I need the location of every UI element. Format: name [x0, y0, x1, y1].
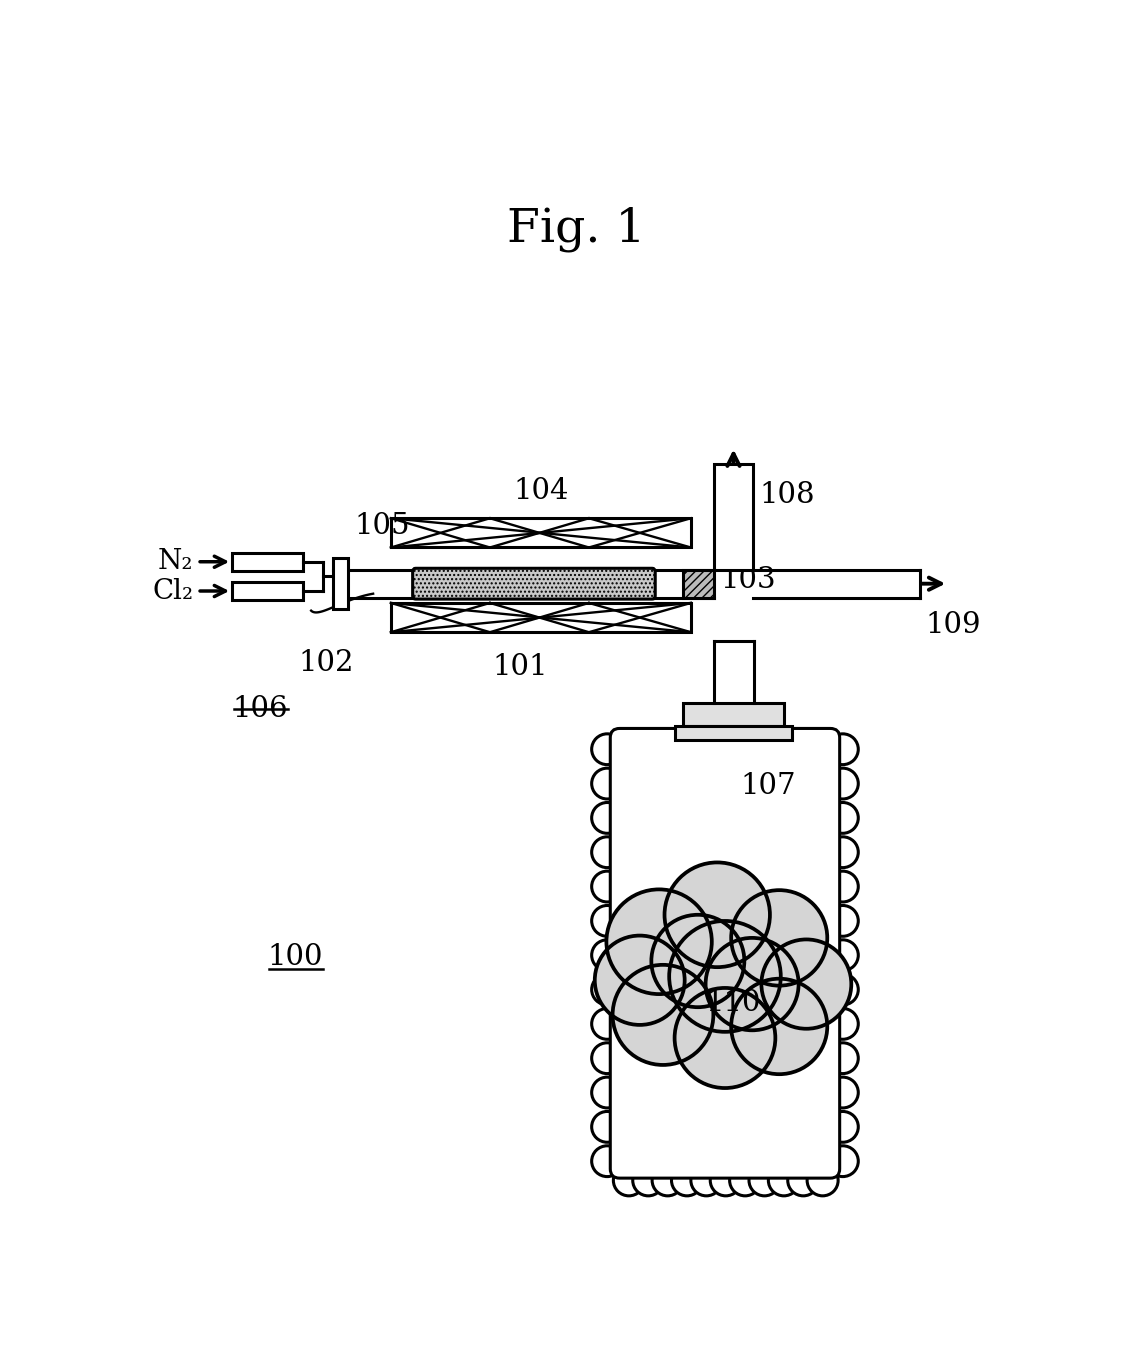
Circle shape — [592, 1043, 622, 1073]
Circle shape — [669, 921, 781, 1032]
Bar — [675, 726, 792, 740]
Text: Cl₂: Cl₂ — [152, 577, 193, 604]
Circle shape — [613, 965, 713, 1065]
Circle shape — [592, 905, 622, 936]
Circle shape — [749, 1165, 780, 1196]
Circle shape — [595, 935, 685, 1025]
Circle shape — [827, 940, 858, 971]
Text: 101: 101 — [493, 653, 548, 681]
Circle shape — [613, 1165, 645, 1196]
Circle shape — [592, 871, 622, 902]
Circle shape — [827, 734, 858, 764]
Circle shape — [675, 988, 775, 1088]
Text: 107: 107 — [740, 772, 796, 800]
Text: Fig. 1: Fig. 1 — [507, 206, 646, 252]
Circle shape — [827, 1043, 858, 1073]
FancyBboxPatch shape — [610, 729, 839, 1178]
Text: 100: 100 — [268, 943, 323, 971]
Bar — [333, 558, 349, 610]
Circle shape — [731, 890, 827, 986]
Circle shape — [652, 1165, 683, 1196]
Circle shape — [827, 768, 858, 798]
Circle shape — [827, 871, 858, 902]
Text: 105: 105 — [354, 511, 410, 540]
Circle shape — [705, 938, 799, 1031]
Circle shape — [592, 1077, 622, 1107]
Text: 108: 108 — [759, 481, 814, 509]
Circle shape — [827, 837, 858, 868]
Text: 102: 102 — [299, 649, 354, 677]
Circle shape — [592, 1009, 622, 1039]
Circle shape — [632, 1165, 664, 1196]
Circle shape — [827, 975, 858, 1005]
Circle shape — [606, 890, 712, 994]
Bar — [683, 703, 784, 726]
Text: 104: 104 — [513, 477, 568, 506]
Circle shape — [592, 940, 622, 971]
Circle shape — [768, 1165, 800, 1196]
Circle shape — [665, 863, 770, 966]
Circle shape — [710, 1165, 741, 1196]
Text: 109: 109 — [926, 611, 981, 640]
Circle shape — [827, 802, 858, 834]
Circle shape — [827, 1009, 858, 1039]
Circle shape — [669, 921, 781, 1032]
Circle shape — [705, 938, 799, 1031]
Circle shape — [592, 1111, 622, 1143]
Circle shape — [827, 1146, 858, 1177]
Circle shape — [592, 768, 622, 798]
Bar — [232, 582, 304, 600]
Bar — [232, 552, 304, 570]
Circle shape — [592, 1146, 622, 1177]
Circle shape — [672, 1165, 702, 1196]
Text: 103: 103 — [720, 566, 776, 593]
Bar — [392, 518, 691, 548]
Circle shape — [651, 915, 745, 1007]
Text: 106: 106 — [233, 696, 288, 723]
Circle shape — [665, 863, 770, 966]
Circle shape — [675, 988, 775, 1088]
Circle shape — [691, 1165, 722, 1196]
Circle shape — [730, 1165, 760, 1196]
Circle shape — [595, 935, 685, 1025]
Circle shape — [807, 1165, 838, 1196]
FancyBboxPatch shape — [413, 569, 655, 599]
Circle shape — [788, 1165, 819, 1196]
Circle shape — [827, 905, 858, 936]
Circle shape — [827, 1077, 858, 1107]
Circle shape — [613, 965, 713, 1065]
Circle shape — [731, 890, 827, 986]
Circle shape — [592, 837, 622, 868]
Circle shape — [592, 802, 622, 834]
Circle shape — [606, 890, 712, 994]
Circle shape — [762, 939, 852, 1029]
Circle shape — [731, 979, 827, 1074]
Bar — [714, 465, 753, 570]
Circle shape — [731, 979, 827, 1074]
Bar — [683, 570, 714, 597]
Text: 110: 110 — [705, 990, 760, 1017]
Circle shape — [762, 939, 852, 1029]
Circle shape — [592, 734, 622, 764]
Circle shape — [827, 1111, 858, 1143]
Text: N₂: N₂ — [158, 548, 194, 576]
Circle shape — [592, 975, 622, 1005]
Bar — [392, 603, 691, 632]
Circle shape — [651, 915, 745, 1007]
